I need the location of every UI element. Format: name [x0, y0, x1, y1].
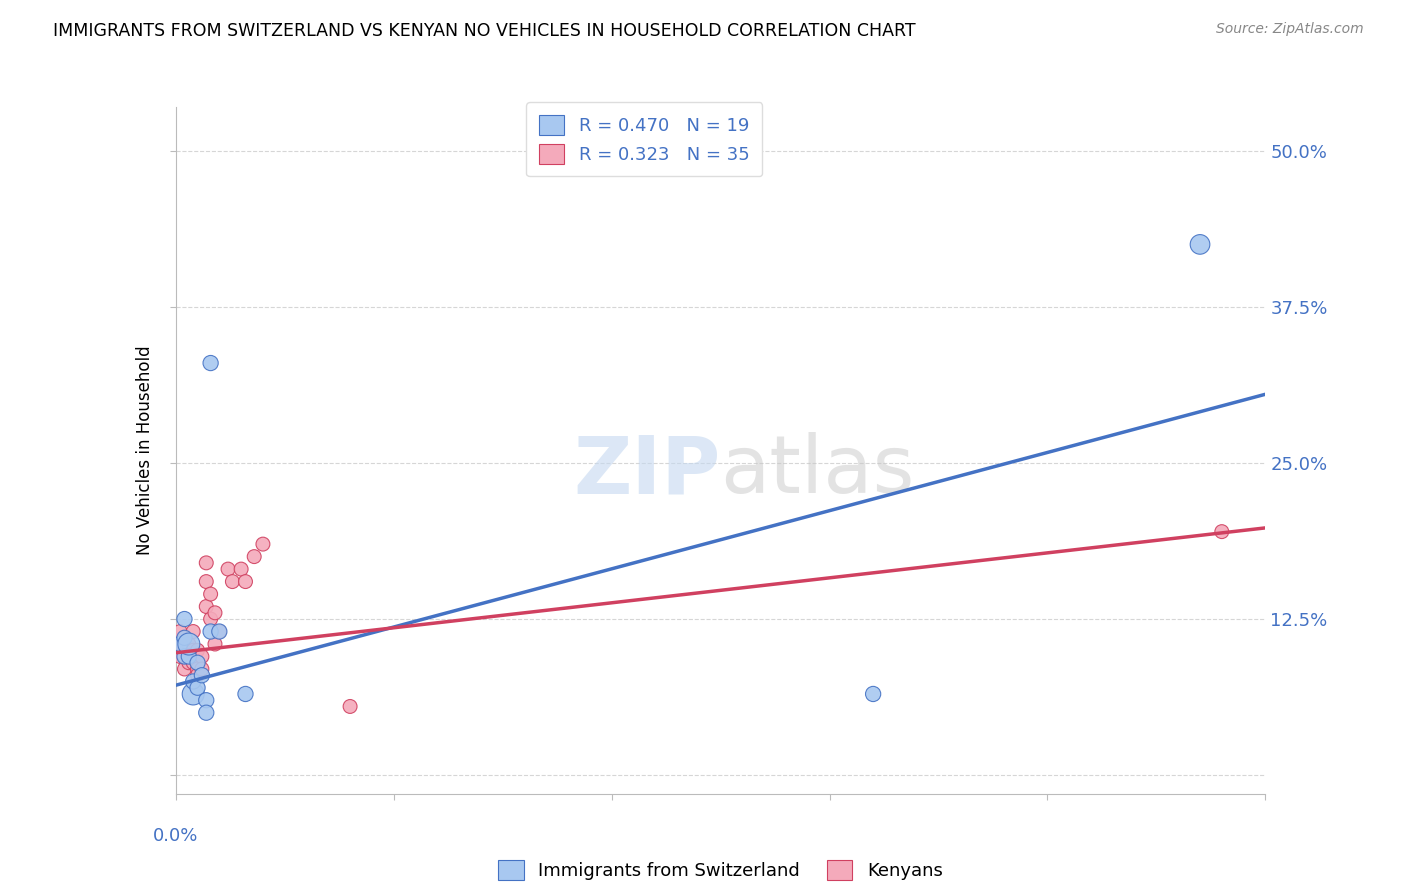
Point	[173, 612, 195, 626]
Point	[252, 537, 274, 551]
Point	[169, 637, 191, 651]
Point	[181, 656, 204, 670]
Point	[181, 687, 204, 701]
Point	[221, 574, 243, 589]
Point	[181, 624, 204, 639]
Text: 0.0%: 0.0%	[153, 827, 198, 845]
Point	[181, 674, 204, 689]
Text: atlas: atlas	[721, 432, 915, 510]
Point	[177, 637, 200, 651]
Point	[1189, 237, 1212, 252]
Point	[195, 574, 218, 589]
Y-axis label: No Vehicles in Household: No Vehicles in Household	[136, 345, 155, 556]
Point	[191, 662, 214, 676]
Point	[186, 656, 209, 670]
Point	[208, 624, 231, 639]
Point	[186, 656, 209, 670]
Point	[195, 556, 218, 570]
Text: IMMIGRANTS FROM SWITZERLAND VS KENYAN NO VEHICLES IN HOUSEHOLD CORRELATION CHART: IMMIGRANTS FROM SWITZERLAND VS KENYAN NO…	[53, 22, 917, 40]
Point	[169, 624, 191, 639]
Point	[177, 643, 200, 657]
Point	[204, 637, 226, 651]
Point	[231, 562, 253, 576]
Point	[169, 637, 191, 651]
Point	[173, 662, 195, 676]
Point	[195, 706, 218, 720]
Point	[200, 587, 222, 601]
Point	[200, 612, 222, 626]
Point	[1211, 524, 1233, 539]
Point	[186, 643, 209, 657]
Point	[173, 631, 195, 645]
Point	[177, 637, 200, 651]
Point	[200, 624, 222, 639]
Point	[186, 662, 209, 676]
Point	[200, 356, 222, 370]
Point	[862, 687, 884, 701]
Point	[186, 681, 209, 695]
Point	[177, 649, 200, 664]
Text: ZIP: ZIP	[574, 432, 721, 510]
Point	[235, 574, 257, 589]
Point	[208, 624, 231, 639]
Point	[235, 687, 257, 701]
Point	[173, 649, 195, 664]
Point	[339, 699, 361, 714]
Point	[169, 649, 191, 664]
Point	[173, 649, 195, 664]
Point	[195, 599, 218, 614]
Point	[217, 562, 239, 576]
Point	[204, 606, 226, 620]
Point	[195, 693, 218, 707]
Point	[191, 649, 214, 664]
Point	[243, 549, 266, 564]
Point	[173, 631, 195, 645]
Text: Source: ZipAtlas.com: Source: ZipAtlas.com	[1216, 22, 1364, 37]
Point	[191, 668, 214, 682]
Point	[177, 656, 200, 670]
Point	[181, 643, 204, 657]
Legend: Immigrants from Switzerland, Kenyans: Immigrants from Switzerland, Kenyans	[486, 847, 955, 892]
Point	[173, 643, 195, 657]
Point	[186, 668, 209, 682]
